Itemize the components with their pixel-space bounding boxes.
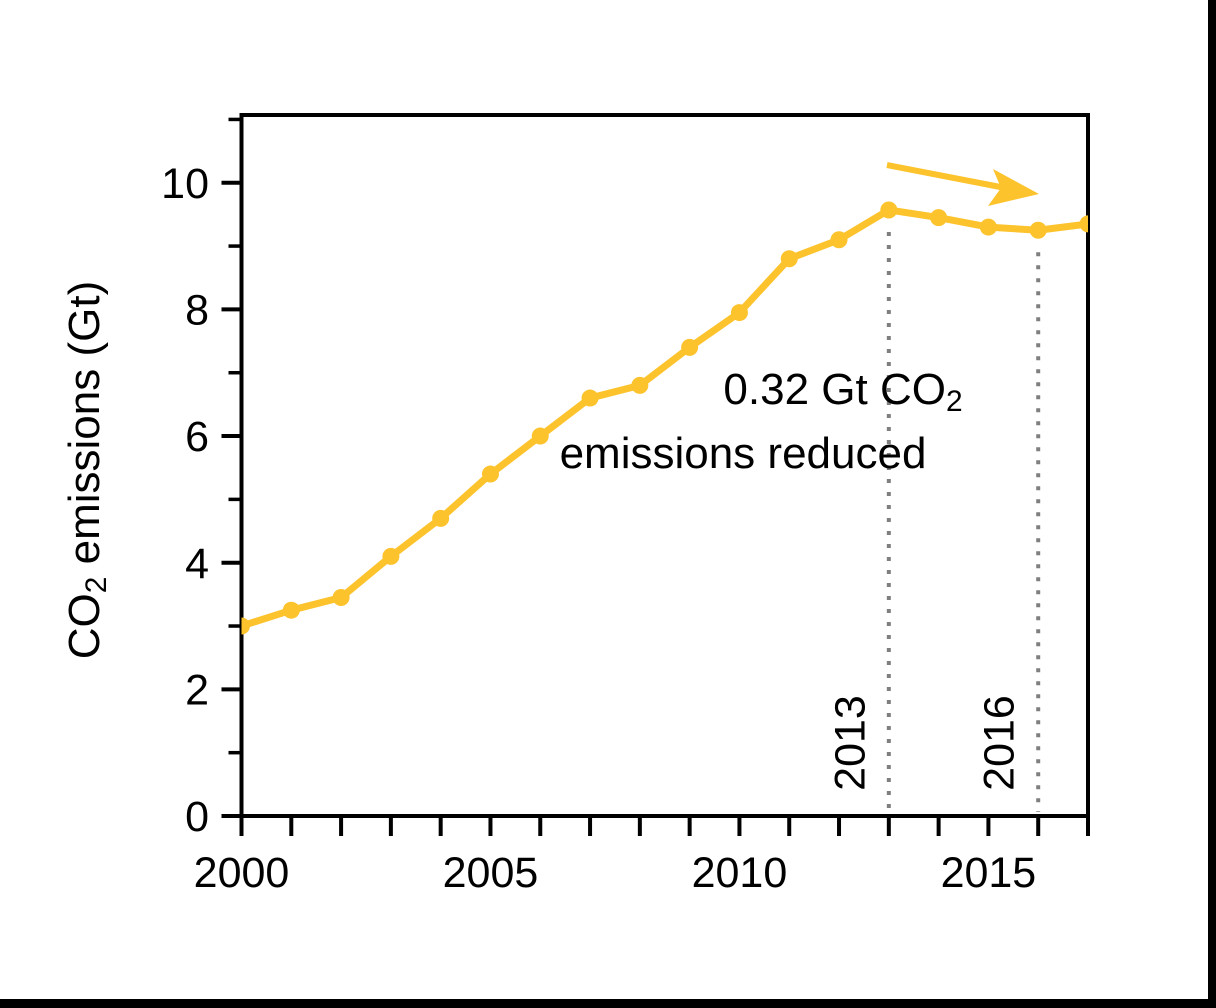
trend-arrow-head	[988, 169, 1039, 206]
data-point-2017	[1079, 215, 1088, 233]
data-point-2000	[241, 617, 250, 635]
trend-arrow-shaft	[886, 162, 1004, 191]
screenshot-edge-bottom	[0, 999, 1216, 1008]
data-point-2015	[979, 218, 997, 236]
y-tick-label-0: 0	[185, 793, 209, 841]
data-point-2010	[730, 304, 748, 322]
data-point-2007	[581, 389, 599, 407]
x-tick-label-2015: 2015	[941, 849, 1037, 897]
y-axis-title-suffix: emissions (Gt)	[60, 280, 109, 577]
data-point-2002	[332, 589, 350, 607]
y-axis-title-prefix: CO	[60, 593, 109, 660]
data-point-2005	[481, 465, 499, 483]
annotation-line1: 0.32 Gt CO2	[723, 365, 962, 417]
data-point-2004	[432, 509, 450, 527]
x-tick-label-2010: 2010	[692, 849, 788, 897]
data-point-2013	[880, 201, 898, 219]
y-tick-label-10: 10	[161, 160, 209, 208]
x-tick-label-2000: 2000	[194, 849, 290, 897]
data-point-2016	[1029, 221, 1047, 239]
data-point-2006	[531, 427, 549, 445]
y-tick-label-6: 6	[185, 413, 209, 461]
y-axis-title: CO2 emissions (Gt)	[60, 280, 113, 660]
data-point-2012	[830, 231, 848, 249]
data-point-2009	[681, 338, 699, 356]
y-tick-label-4: 4	[185, 540, 209, 588]
data-point-2014	[930, 209, 948, 227]
data-point-2011	[780, 250, 798, 268]
data-point-2008	[631, 376, 649, 394]
plot-frame	[239, 113, 1090, 818]
data-point-2003	[382, 547, 400, 565]
y-tick-label-8: 8	[185, 286, 209, 334]
data-point-2001	[282, 601, 300, 619]
annotation-line1-subscript: 2	[945, 385, 963, 419]
y-axis-title-subscript: 2	[80, 576, 114, 594]
x-tick-label-2005: 2005	[443, 849, 539, 897]
data-line	[241, 206, 1088, 630]
y-tick-label-2: 2	[185, 666, 209, 714]
annotation-line2: emissions reduced	[559, 429, 927, 478]
screenshot-edge-right	[1208, 0, 1216, 1008]
vline-label-2013: 2013	[826, 695, 875, 791]
annotation-line1-text: 0.32 Gt CO	[723, 365, 946, 414]
vline-label-2016: 2016	[975, 695, 1024, 791]
